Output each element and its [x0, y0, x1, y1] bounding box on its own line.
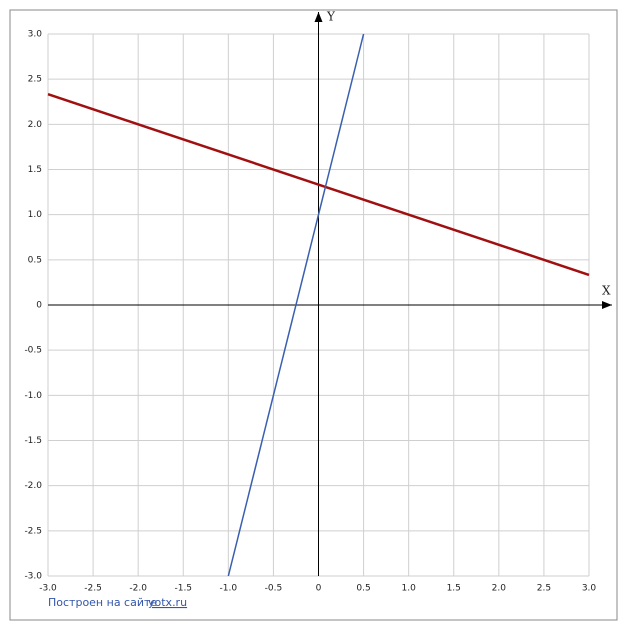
series-line	[227, 33, 365, 577]
y-axis-label: Y	[326, 10, 336, 24]
x-tick-label: -1.5	[174, 584, 192, 594]
y-tick-label: 2.5	[28, 75, 42, 85]
x-axis-arrow	[602, 301, 612, 309]
x-tick-label: -2.5	[84, 584, 102, 594]
y-axis-arrow	[314, 12, 323, 22]
x-tick-label: 2.0	[492, 584, 507, 594]
x-tick-label: 1.5	[447, 584, 461, 594]
y-tick-label: -1.0	[24, 391, 42, 401]
y-tick-label: 0	[36, 301, 42, 311]
x-tick-label: -2.0	[129, 584, 147, 594]
x-tick-label: 0.5	[356, 584, 370, 594]
y-tick-label: 1.5	[28, 165, 42, 175]
x-tick-label: -0.5	[265, 584, 283, 594]
y-tick-label: -3.0	[24, 572, 42, 582]
y-tick-label: 2.0	[28, 120, 43, 130]
x-tick-label: 1.0	[402, 584, 417, 594]
x-tick-label: 3.0	[582, 584, 597, 594]
footer-link[interactable]: yotx.ru	[148, 596, 187, 609]
footer-text: Построен на сайте	[48, 596, 157, 609]
y-tick-label: -1.5	[24, 436, 42, 446]
series-line	[47, 93, 590, 277]
x-tick-label: -1.0	[220, 584, 238, 594]
y-tick-label: 1.0	[28, 210, 43, 220]
y-tick-label: -2.0	[24, 481, 42, 491]
y-tick-label: -0.5	[24, 346, 42, 356]
y-tick-label: 3.0	[28, 30, 43, 40]
x-tick-label: 0	[316, 584, 322, 594]
y-tick-label: 0.5	[28, 255, 42, 265]
x-tick-label: -3.0	[39, 584, 57, 594]
x-tick-label: 2.5	[537, 584, 551, 594]
y-tick-label: -2.5	[24, 526, 42, 536]
x-axis-label: X	[602, 284, 611, 298]
frame	[9, 9, 618, 621]
